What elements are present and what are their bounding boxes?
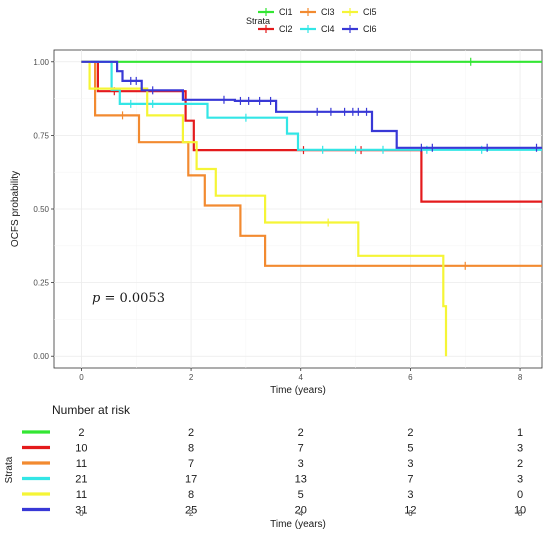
risk-table-title: Number at risk [52, 403, 131, 417]
legend-label: Cl4 [321, 24, 335, 34]
risk-cell: 20 [295, 505, 307, 517]
p-value-annotation: p = 0.0053 [92, 291, 165, 306]
y-tick-label: 0.75 [33, 131, 49, 140]
risk-row: 10 8 7 5 3 [22, 443, 523, 455]
risk-cell: 1 [517, 427, 523, 439]
risk-table: Number at risk 2 2 2 2 110 8 7 5 311 7 3 3 221 17 13 7 3… [4, 403, 526, 530]
risk-cell: 12 [404, 505, 416, 517]
km-curve-cl3 [81, 60, 542, 270]
risk-cell: 11 [76, 489, 87, 501]
risk-cell: 3 [517, 474, 523, 486]
legend-item-cl6: Cl6 [342, 24, 377, 34]
risk-y-axis-label: Strata [4, 456, 15, 483]
legend-label: Cl5 [363, 7, 377, 17]
risk-cell: 5 [407, 443, 413, 455]
risk-cell: 2 [78, 427, 84, 439]
risk-cell: 21 [75, 474, 87, 486]
km-curve-cl4 [81, 60, 542, 154]
risk-cell: 2 [298, 427, 304, 439]
risk-x-tick-label: 0 [79, 509, 84, 518]
risk-cell: 25 [185, 505, 197, 517]
legend: Strata Cl1 Cl2 Cl3 Cl4 Cl5 Cl6 [246, 7, 377, 34]
risk-x-axis-label: Time (years) [270, 519, 326, 530]
risk-cell: 17 [185, 474, 197, 486]
risk-cell: 13 [295, 474, 307, 486]
legend-item-cl4: Cl4 [300, 24, 335, 34]
risk-x-tick-label: 4 [299, 509, 304, 518]
risk-cell: 11 [76, 458, 87, 470]
x-tick-label: 2 [189, 373, 194, 382]
risk-row: 2 2 2 2 1 [22, 427, 523, 439]
risk-cell: 3 [298, 458, 304, 470]
legend-item-cl2: Cl2 [258, 24, 293, 34]
risk-cell: 8 [188, 443, 194, 455]
km-step-line [81, 60, 542, 267]
legend-item-cl1: Cl1 [258, 7, 293, 17]
legend-title: Strata [246, 16, 270, 26]
x-tick-label: 0 [79, 373, 84, 382]
risk-row: 31 25 20 12 10 [22, 505, 526, 517]
risk-cell: 0 [517, 489, 523, 501]
y-axis-label: OCFS probability [10, 171, 21, 247]
km-step-line [81, 60, 542, 151]
risk-cell: 7 [298, 443, 304, 455]
x-tick-label: 8 [518, 373, 523, 382]
x-tick-label: 6 [408, 373, 413, 382]
risk-cell: 3 [407, 458, 413, 470]
legend-item-cl5: Cl5 [342, 7, 377, 17]
risk-cell: 2 [188, 427, 194, 439]
risk-cell: 7 [188, 458, 194, 470]
risk-cell: 3 [407, 489, 413, 501]
km-step-line [81, 60, 542, 149]
legend-item-cl3: Cl3 [300, 7, 335, 17]
km-step-line [81, 60, 542, 203]
risk-cell: 3 [517, 443, 523, 455]
p-value-text: = 0.0053 [100, 291, 165, 306]
km-curve-cl6 [81, 60, 542, 152]
risk-row: 11 7 3 3 2 [22, 458, 523, 470]
risk-x-tick-label: 2 [189, 509, 194, 518]
risk-cell: 5 [298, 489, 304, 501]
legend-label: Cl3 [321, 7, 335, 17]
risk-row: 11 8 5 3 0 [22, 489, 523, 501]
km-step-line [81, 60, 448, 357]
legend-label: Cl1 [279, 7, 293, 17]
y-tick-label: 0.25 [33, 279, 49, 288]
km-curve-cl5 [81, 60, 448, 357]
risk-cell: 8 [188, 489, 194, 501]
risk-cell: 10 [514, 505, 526, 517]
y-tick-label: 1.00 [33, 58, 49, 67]
x-tick-label: 4 [299, 373, 304, 382]
x-axis-label: Time (years) [270, 385, 326, 396]
km-curve-cl1 [81, 57, 542, 66]
risk-x-tick-label: 8 [518, 509, 523, 518]
risk-cell: 7 [407, 474, 413, 486]
risk-cell: 2 [407, 427, 413, 439]
y-tick-label: 0.00 [33, 352, 49, 361]
risk-row: 21 17 13 7 3 [22, 474, 523, 486]
legend-label: Cl6 [363, 24, 377, 34]
risk-x-tick-label: 6 [408, 509, 413, 518]
risk-cell: 10 [75, 443, 87, 455]
risk-cell: 2 [517, 458, 523, 470]
risk-cell: 31 [75, 505, 87, 517]
p-symbol: p [92, 291, 101, 306]
legend-label: Cl2 [279, 24, 293, 34]
y-tick-label: 0.50 [33, 205, 49, 214]
